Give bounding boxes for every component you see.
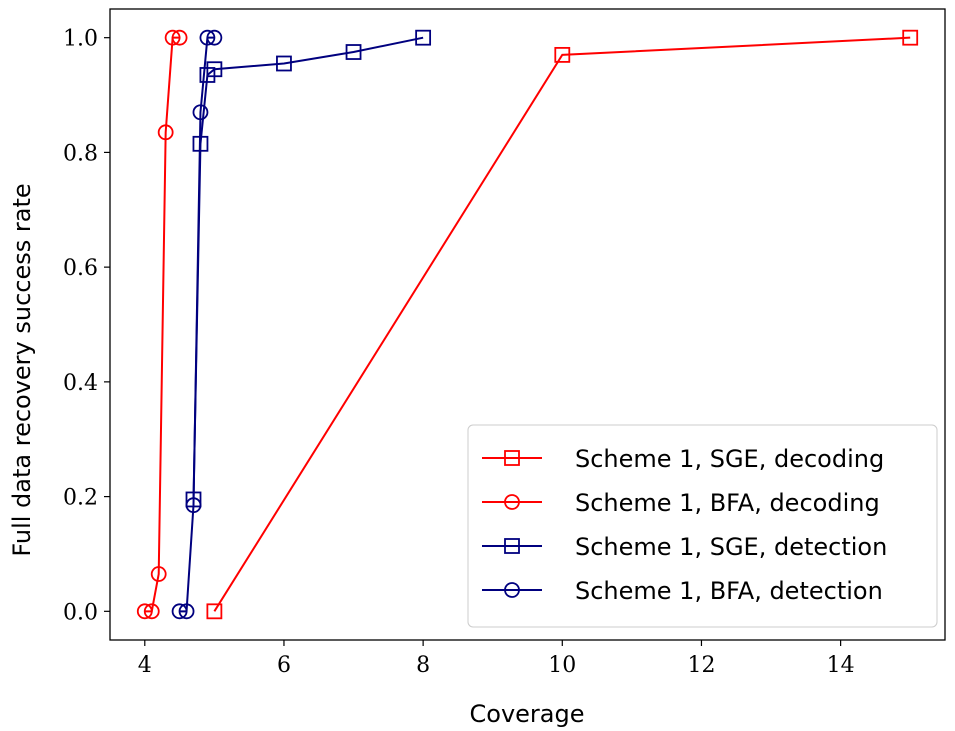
- series-line: [179, 36, 215, 613]
- legend-label: Scheme 1, BFA, decoding: [575, 489, 880, 517]
- data-point: [206, 603, 223, 620]
- data-point: [206, 61, 223, 78]
- data-point: [199, 29, 216, 46]
- legend-item: Scheme 1, BFA, detection: [482, 577, 883, 605]
- legend-label: Scheme 1, SGE, detection: [575, 533, 887, 561]
- x-axis-label: Coverage: [470, 700, 585, 728]
- series-layer: [136, 29, 919, 620]
- data-point: [192, 104, 209, 121]
- x-tick-label: 4: [138, 653, 152, 678]
- x-tick-label: 6: [277, 653, 291, 678]
- data-point: [276, 55, 292, 72]
- legend-box: [467, 424, 938, 628]
- x-tick-label: 14: [827, 653, 855, 678]
- data-point: [150, 566, 167, 582]
- data-point: [902, 29, 919, 46]
- y-tick-label: 0.8: [63, 141, 98, 166]
- y-tick-label: 0.0: [63, 600, 98, 625]
- y-tick-label: 1.0: [63, 27, 98, 52]
- legend-label: Scheme 1, BFA, detection: [575, 577, 883, 605]
- legend-marker: [504, 582, 520, 598]
- legend: Scheme 1, SGE, decoding Scheme 1, BFA, de…: [467, 424, 938, 628]
- legend-marker: [504, 494, 520, 510]
- data-point: [554, 46, 571, 63]
- y-axis-label: Full data recovery success rate: [8, 183, 36, 556]
- series-2: [136, 29, 188, 620]
- legend-item: Scheme 1, SGE, decoding: [482, 445, 884, 473]
- legend-item: Scheme 1, SGE, detection: [482, 533, 887, 561]
- x-tick-label: 10: [548, 653, 576, 678]
- legend-marker: [504, 538, 520, 554]
- data-point: [206, 29, 223, 46]
- data-point: [345, 44, 362, 60]
- series-line: [213, 36, 911, 612]
- y-tick-label: 0.6: [63, 256, 98, 281]
- data-point: [164, 29, 181, 46]
- x-tick-label: 8: [416, 653, 430, 678]
- y-tick-label: 0.4: [63, 371, 98, 396]
- series-4: [171, 29, 223, 620]
- legend-item: Scheme 1, BFA, decoding: [482, 489, 880, 517]
- data-point: [171, 603, 188, 620]
- data-point: [136, 603, 153, 620]
- legend-label: Scheme 1, SGE, decoding: [575, 445, 884, 473]
- data-point: [157, 124, 174, 141]
- x-tick-label: 12: [687, 653, 715, 678]
- data-point: [171, 29, 188, 46]
- data-point: [185, 497, 202, 514]
- data-point: [178, 603, 195, 620]
- series-line: [144, 36, 180, 613]
- series-1: [206, 29, 919, 620]
- legend-marker: [504, 450, 520, 466]
- data-point: [415, 29, 432, 46]
- data-point: [143, 603, 160, 620]
- y-tick-label: 0.2: [63, 486, 98, 511]
- axis-ticks: 4 6 8 10 12 14 0.0 0.2 0.4 0.6 0.8 1.0: [63, 27, 855, 678]
